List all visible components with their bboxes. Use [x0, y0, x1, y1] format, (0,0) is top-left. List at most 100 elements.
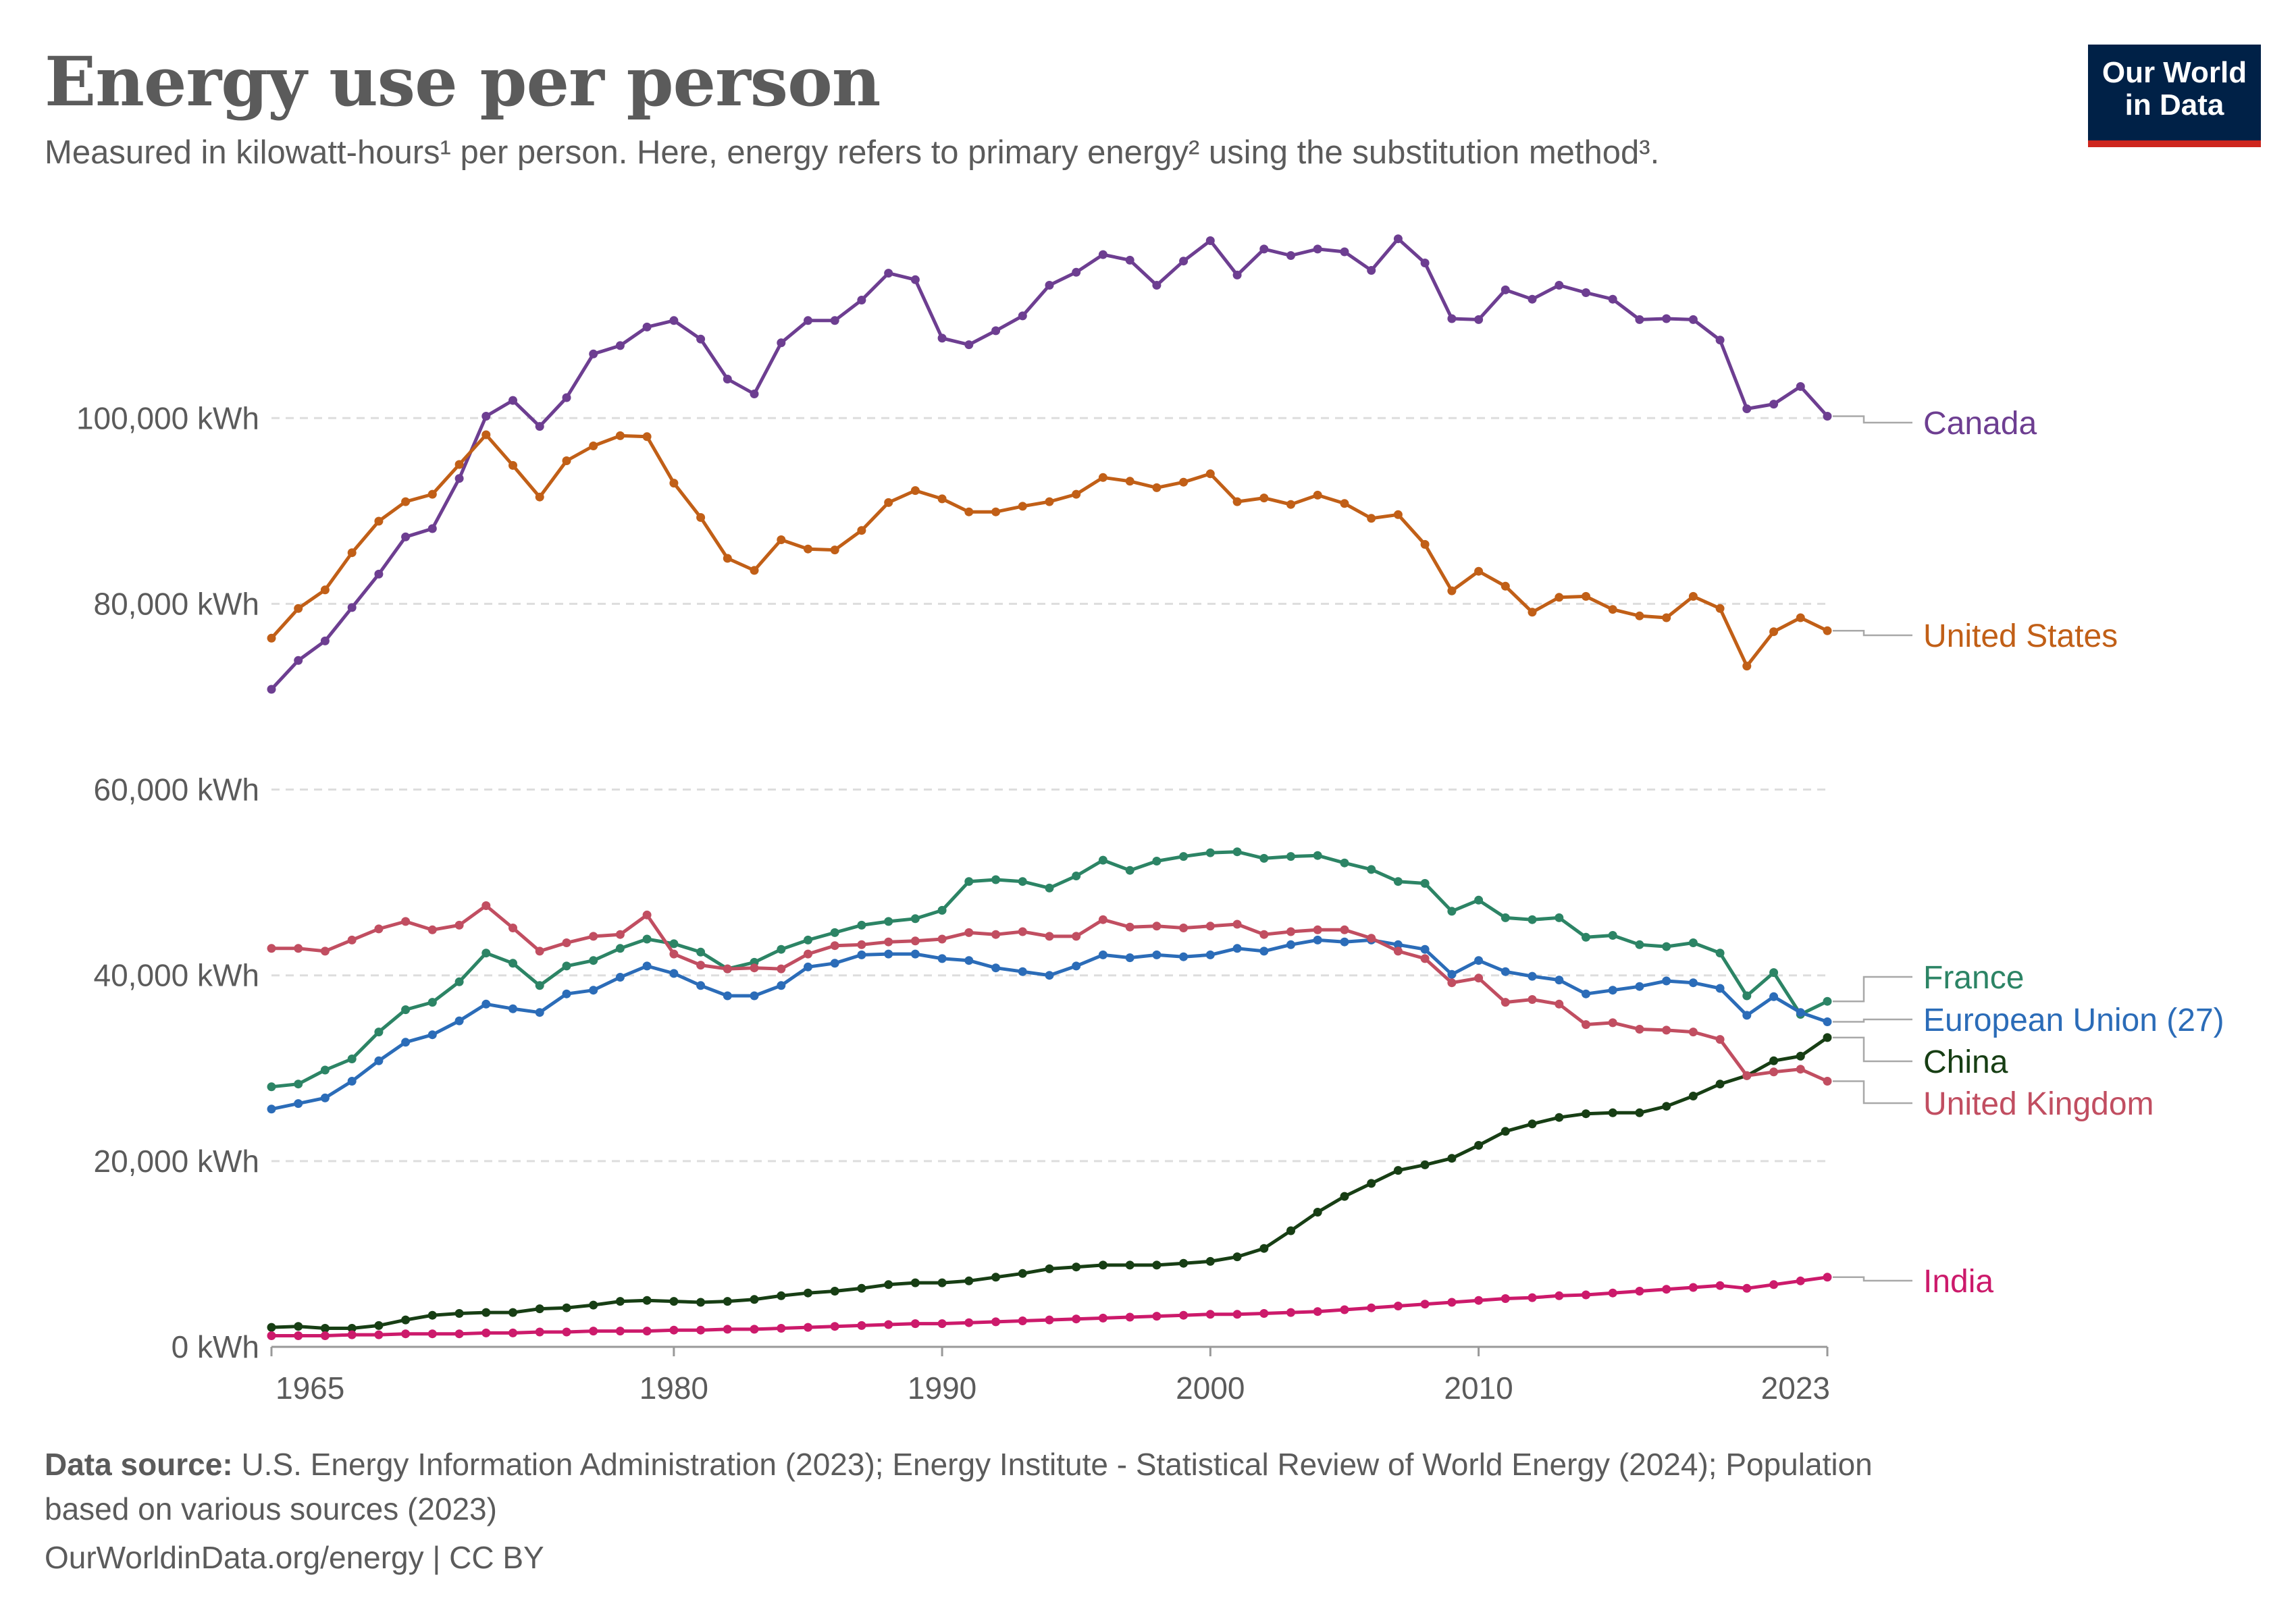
- data-point: [1340, 937, 1349, 947]
- y-tick-label: 0 kWh: [172, 1329, 259, 1364]
- data-point: [1796, 1008, 1805, 1017]
- data-point: [669, 939, 679, 949]
- data-point: [857, 296, 866, 304]
- data-point: [1769, 968, 1779, 978]
- data-point: [1528, 608, 1537, 617]
- x-tick-label: 2000: [1176, 1370, 1245, 1406]
- x-tick-label: 1965: [276, 1370, 344, 1406]
- data-point: [1098, 950, 1107, 959]
- data-point: [804, 316, 812, 325]
- data-point: [830, 1287, 839, 1296]
- data-point: [1501, 998, 1510, 1007]
- data-point: [1662, 1285, 1671, 1294]
- data-point: [910, 949, 920, 959]
- data-point: [910, 1319, 920, 1329]
- data-point: [1796, 613, 1805, 622]
- chart-title: Energy use per person: [45, 42, 881, 122]
- data-point: [1018, 311, 1027, 321]
- x-tick-label: 1990: [908, 1370, 976, 1406]
- data-point: [589, 956, 598, 965]
- data-point: [1715, 1080, 1725, 1089]
- data-point: [964, 1318, 974, 1327]
- data-point: [1072, 961, 1081, 971]
- data-point: [964, 1276, 974, 1285]
- data-point: [615, 973, 625, 982]
- data-point: [1608, 294, 1617, 304]
- series-united-kingdom[interactable]: [267, 901, 1832, 1086]
- credit-line[interactable]: OurWorldinData.org/energy | CC BY: [45, 1540, 544, 1575]
- data-point: [1313, 490, 1322, 500]
- data-point: [804, 962, 812, 971]
- data-point: [1769, 400, 1779, 409]
- logo-line-1: Our World: [2102, 56, 2247, 89]
- data-point: [267, 1331, 276, 1340]
- data-point: [535, 422, 544, 431]
- data-point: [1205, 469, 1215, 479]
- data-point: [1528, 915, 1537, 924]
- data-point: [508, 396, 517, 405]
- data-point: [804, 949, 812, 959]
- data-point: [991, 963, 1001, 973]
- data-point: [723, 1297, 732, 1306]
- data-point: [964, 507, 974, 516]
- data-point: [1367, 514, 1376, 523]
- data-point: [777, 1291, 786, 1300]
- data-point: [937, 494, 947, 504]
- data-point: [1393, 947, 1403, 956]
- series-label[interactable]: United Kingdom: [1923, 1086, 2154, 1122]
- series-canada[interactable]: [267, 234, 1832, 694]
- data-point: [454, 474, 464, 483]
- series-label[interactable]: France: [1923, 960, 2024, 996]
- data-point: [937, 934, 947, 944]
- data-point: [347, 1324, 357, 1333]
- data-point: [1501, 581, 1510, 591]
- data-point: [294, 944, 303, 953]
- series-india[interactable]: [267, 1273, 1832, 1340]
- data-point: [1715, 984, 1725, 993]
- data-point: [991, 326, 1001, 336]
- series-label[interactable]: Canada: [1923, 406, 2037, 442]
- data-point: [1179, 1258, 1189, 1268]
- label-connector: [1833, 1080, 1912, 1104]
- data-point: [1474, 315, 1484, 324]
- series-label[interactable]: United States: [1923, 618, 2118, 654]
- data-point: [1528, 1293, 1537, 1302]
- series-china[interactable]: [267, 1033, 1832, 1333]
- data-point: [374, 569, 384, 579]
- data-point: [1125, 865, 1134, 875]
- owid-logo[interactable]: Our World in Data: [2088, 45, 2261, 147]
- data-point: [589, 932, 598, 941]
- data-point: [937, 1319, 947, 1329]
- series-label[interactable]: China: [1923, 1044, 2008, 1080]
- data-point: [1340, 1192, 1349, 1201]
- series-label[interactable]: European Union (27): [1923, 1003, 2224, 1038]
- y-tick-label: 80,000 kWh: [94, 586, 259, 621]
- data-point: [347, 935, 357, 944]
- series-united-states[interactable]: [267, 430, 1832, 671]
- data-point: [401, 1038, 411, 1047]
- data-point: [1715, 1281, 1725, 1290]
- series-label[interactable]: India: [1923, 1264, 1993, 1300]
- data-point: [937, 954, 947, 963]
- data-point: [347, 1055, 357, 1063]
- data-point: [481, 430, 491, 440]
- data-point: [750, 991, 759, 1001]
- data-point: [401, 917, 411, 926]
- data-point: [991, 875, 1001, 884]
- series-france[interactable]: [267, 847, 1832, 1092]
- data-point: [1152, 1260, 1162, 1270]
- data-point: [401, 532, 411, 541]
- data-point: [804, 1323, 812, 1332]
- data-point: [508, 924, 517, 932]
- data-point: [723, 554, 732, 563]
- data-point: [1608, 1288, 1617, 1298]
- data-point: [1555, 1113, 1564, 1122]
- data-point: [1528, 1119, 1537, 1129]
- label-connector: [1833, 1276, 1912, 1282]
- data-point: [1286, 251, 1295, 260]
- data-point: [1018, 502, 1027, 511]
- data-point: [937, 905, 947, 915]
- data-point: [427, 1030, 437, 1040]
- data-point: [589, 1327, 598, 1336]
- data-point: [1152, 857, 1162, 865]
